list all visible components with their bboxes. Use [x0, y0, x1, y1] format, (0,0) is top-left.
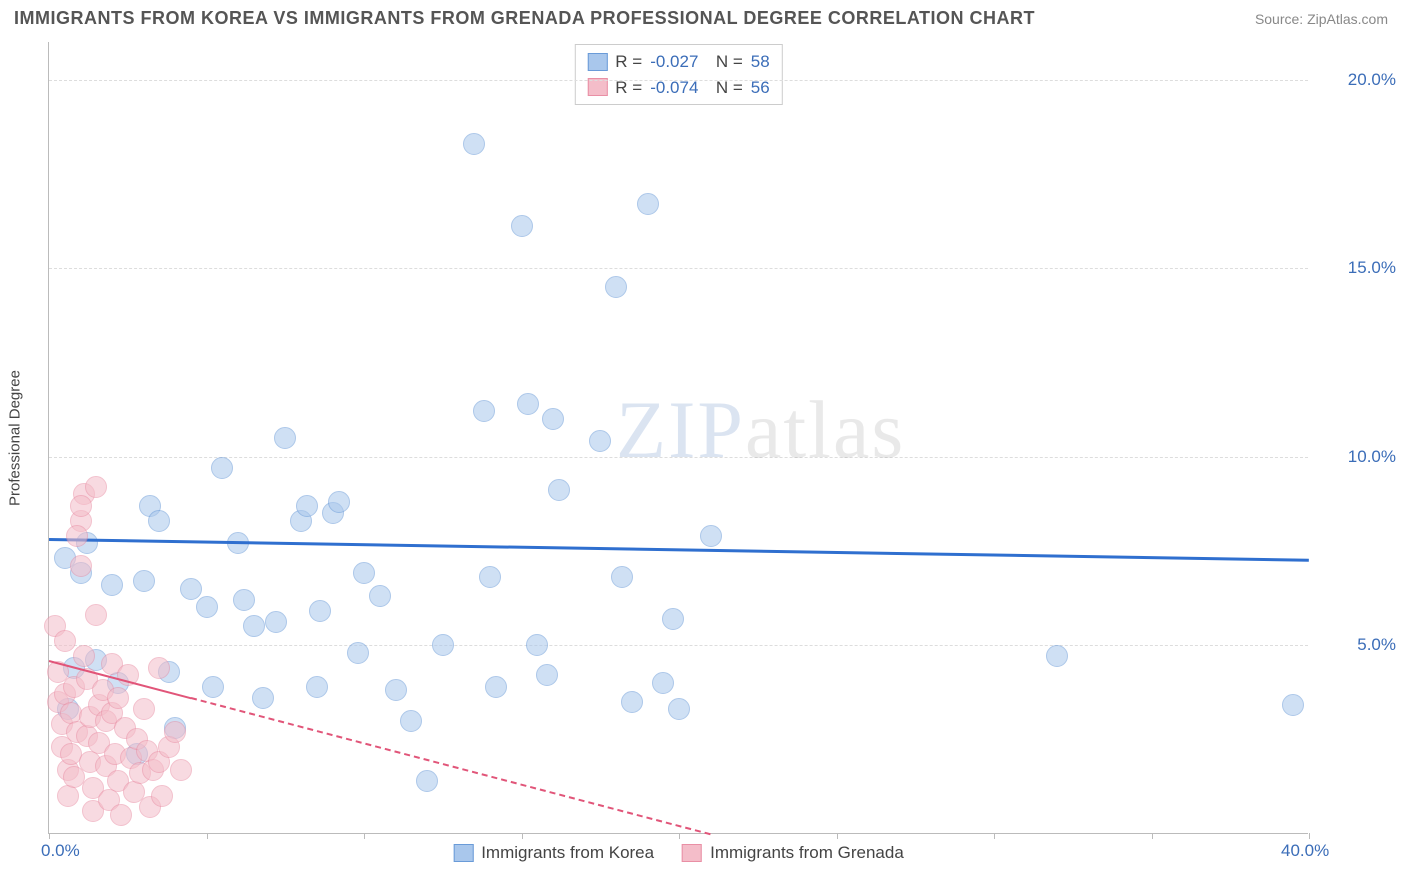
data-point: [353, 562, 375, 584]
y-axis-label: Professional Degree: [7, 370, 24, 506]
x-tick-label: 40.0%: [1281, 841, 1329, 861]
series-legend: Immigrants from Korea Immigrants from Gre…: [453, 843, 904, 863]
gridline: [49, 645, 1308, 646]
x-tick-mark: [679, 833, 680, 839]
data-point: [548, 479, 570, 501]
correlation-legend: R = -0.027 N = 58R = -0.074 N = 56: [574, 44, 782, 105]
data-point: [517, 393, 539, 415]
x-tick-mark: [994, 833, 995, 839]
data-point: [306, 676, 328, 698]
data-point: [101, 574, 123, 596]
data-point: [432, 634, 454, 656]
data-point: [385, 679, 407, 701]
data-point: [148, 510, 170, 532]
y-tick-label: 5.0%: [1316, 635, 1396, 655]
data-point: [211, 457, 233, 479]
scatter-chart: Professional Degree R = -0.027 N = 58R =…: [48, 42, 1308, 834]
data-point: [66, 525, 88, 547]
x-tick-mark: [207, 833, 208, 839]
watermark: ZIPatlas: [616, 383, 905, 477]
y-tick-label: 10.0%: [1316, 447, 1396, 467]
data-point: [133, 570, 155, 592]
data-point: [170, 759, 192, 781]
data-point: [536, 664, 558, 686]
data-point: [252, 687, 274, 709]
source-link[interactable]: Source: ZipAtlas.com: [1255, 11, 1388, 27]
x-tick-label: 0.0%: [41, 841, 80, 861]
data-point: [70, 495, 92, 517]
data-point: [668, 698, 690, 720]
data-point: [57, 785, 79, 807]
data-point: [151, 785, 173, 807]
data-point: [196, 596, 218, 618]
gridline: [49, 80, 1308, 81]
trend-line: [190, 697, 710, 835]
data-point: [70, 555, 92, 577]
legend-row: R = -0.074 N = 56: [587, 75, 769, 101]
x-tick-mark: [837, 833, 838, 839]
data-point: [369, 585, 391, 607]
data-point: [148, 657, 170, 679]
data-point: [54, 630, 76, 652]
data-point: [662, 608, 684, 630]
data-point: [473, 400, 495, 422]
data-point: [180, 578, 202, 600]
data-point: [107, 687, 129, 709]
data-point: [243, 615, 265, 637]
data-point: [133, 698, 155, 720]
data-point: [85, 604, 107, 626]
data-point: [164, 721, 186, 743]
data-point: [416, 770, 438, 792]
data-point: [73, 645, 95, 667]
data-point: [347, 642, 369, 664]
data-point: [233, 589, 255, 611]
data-point: [400, 710, 422, 732]
data-point: [485, 676, 507, 698]
legend-item: Immigrants from Korea: [453, 843, 654, 863]
gridline: [49, 268, 1308, 269]
data-point: [621, 691, 643, 713]
chart-title: IMMIGRANTS FROM KOREA VS IMMIGRANTS FROM…: [14, 8, 1035, 29]
data-point: [296, 495, 318, 517]
x-tick-mark: [1309, 833, 1310, 839]
data-point: [1282, 694, 1304, 716]
x-tick-mark: [522, 833, 523, 839]
data-point: [463, 133, 485, 155]
data-point: [611, 566, 633, 588]
data-point: [328, 491, 350, 513]
data-point: [1046, 645, 1068, 667]
y-tick-label: 15.0%: [1316, 258, 1396, 278]
legend-item: Immigrants from Grenada: [682, 843, 904, 863]
x-tick-mark: [49, 833, 50, 839]
data-point: [274, 427, 296, 449]
data-point: [542, 408, 564, 430]
y-tick-label: 20.0%: [1316, 70, 1396, 90]
data-point: [589, 430, 611, 452]
data-point: [309, 600, 331, 622]
data-point: [202, 676, 224, 698]
data-point: [526, 634, 548, 656]
data-point: [479, 566, 501, 588]
data-point: [700, 525, 722, 547]
data-point: [265, 611, 287, 633]
data-point: [605, 276, 627, 298]
legend-row: R = -0.027 N = 58: [587, 49, 769, 75]
data-point: [110, 804, 132, 826]
data-point: [637, 193, 659, 215]
x-tick-mark: [364, 833, 365, 839]
data-point: [652, 672, 674, 694]
data-point: [85, 476, 107, 498]
data-point: [511, 215, 533, 237]
x-tick-mark: [1152, 833, 1153, 839]
